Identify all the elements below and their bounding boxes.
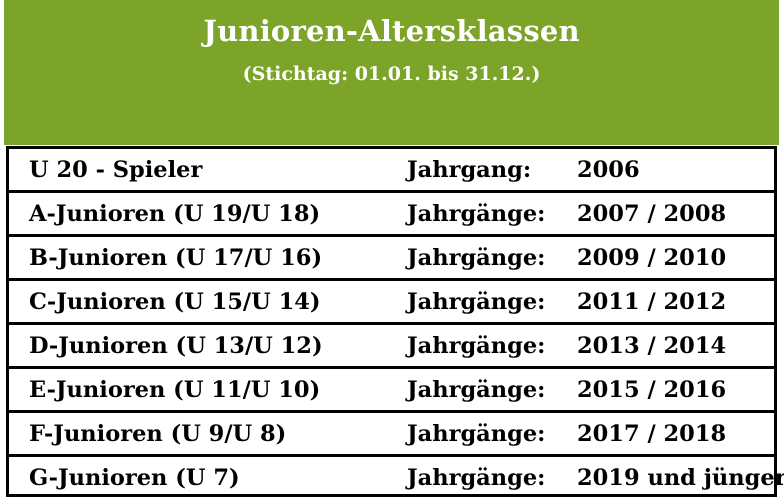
year-value: 2015 / 2016 <box>577 377 727 403</box>
table-row: C-Junioren (U 15/U 14) Jahrgänge: 2011 /… <box>9 281 774 325</box>
table-row: B-Junioren (U 17/U 16) Jahrgänge: 2009 /… <box>9 237 774 281</box>
table-row: F-Junioren (U 9/U 8) Jahrgänge: 2017 / 2… <box>9 413 774 457</box>
year-label: Jahrgänge: <box>407 465 546 491</box>
age-class-name: C-Junioren (U 15/U 14) <box>29 289 321 315</box>
year-value: 2013 / 2014 <box>577 333 727 359</box>
age-class-name: E-Junioren (U 11/U 10) <box>29 377 321 403</box>
age-class-name: F-Junioren (U 9/U 8) <box>29 421 287 447</box>
year-label: Jahrgänge: <box>407 245 546 271</box>
page-title: Junioren-Altersklassen <box>203 14 580 48</box>
age-class-name: A-Junioren (U 19/U 18) <box>29 201 321 227</box>
table-row: G-Junioren (U 7) Jahrgänge: 2019 und jün… <box>9 457 784 498</box>
age-class-name: G-Junioren (U 7) <box>29 465 240 491</box>
year-value: 2019 und jünger <box>577 465 784 491</box>
table-row: A-Junioren (U 19/U 18) Jahrgänge: 2007 /… <box>9 193 774 237</box>
year-value: 2017 / 2018 <box>577 421 727 447</box>
table-row: E-Junioren (U 11/U 10) Jahrgänge: 2015 /… <box>9 369 774 413</box>
age-class-table: U 20 - Spieler Jahrgang: 2006 A-Junioren… <box>6 146 784 498</box>
age-class-name: B-Junioren (U 17/U 16) <box>29 245 323 271</box>
page-subtitle: (Stichtag: 01.01. bis 31.12.) <box>242 63 541 85</box>
year-value: 2011 / 2012 <box>577 289 727 315</box>
age-class-name: D-Junioren (U 13/U 12) <box>29 333 323 359</box>
year-value: 2009 / 2010 <box>577 245 727 271</box>
year-label: Jahrgänge: <box>407 421 546 447</box>
table-row: D-Junioren (U 13/U 12) Jahrgänge: 2013 /… <box>9 325 774 369</box>
year-value: 2006 <box>577 157 640 183</box>
age-class-name: U 20 - Spieler <box>29 157 203 183</box>
year-label: Jahrgänge: <box>407 377 546 403</box>
year-label: Jahrgänge: <box>407 333 546 359</box>
header-banner: Junioren-Altersklassen (Stichtag: 01.01.… <box>4 0 779 145</box>
year-label: Jahrgänge: <box>407 201 546 227</box>
year-label: Jahrgang: <box>407 157 532 183</box>
year-label: Jahrgänge: <box>407 289 546 315</box>
year-value: 2007 / 2008 <box>577 201 727 227</box>
table-row: U 20 - Spieler Jahrgang: 2006 <box>9 149 774 193</box>
